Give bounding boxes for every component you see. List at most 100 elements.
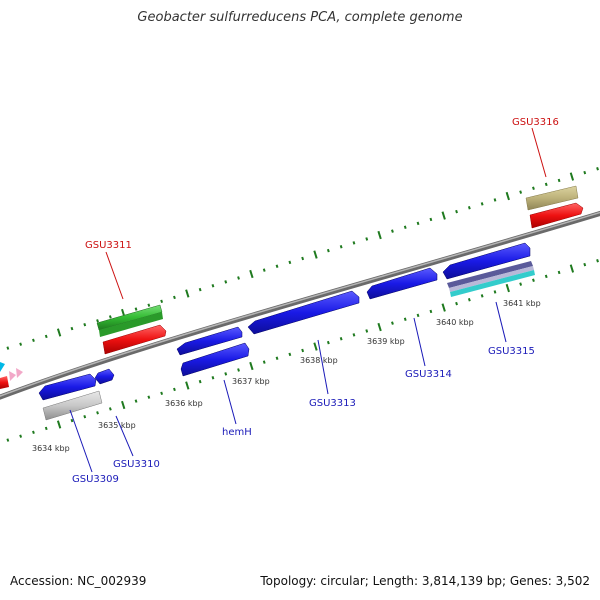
gene-GSU3313[interactable] — [247, 290, 360, 335]
lower-tick — [173, 387, 176, 392]
lower-tick — [339, 337, 343, 341]
lower-tick — [56, 420, 62, 429]
upper-tick — [249, 269, 254, 279]
lower-tick — [493, 290, 497, 294]
gene-GSU3315-upper[interactable] — [442, 242, 531, 280]
kbp-label-3639: 3639 kbp — [367, 337, 405, 346]
gene-GSU3315-stripes-light — [449, 266, 534, 292]
upper-tick — [429, 217, 433, 222]
gene-label-GSU3311[interactable]: GSU3311 — [85, 240, 132, 251]
upper-tick — [532, 186, 535, 190]
genome-backbone — [0, 210, 600, 400]
lower-tick — [365, 329, 369, 333]
upper-tick — [56, 328, 62, 337]
upper-tick — [288, 260, 292, 265]
kbp-label-3637: 3637 kbp — [232, 377, 270, 386]
upper-tick — [326, 248, 330, 253]
upper-tick — [211, 284, 215, 288]
lower-tick — [455, 301, 458, 306]
kbp-label-3641: 3641 kbp — [503, 299, 541, 308]
upper-tick — [224, 280, 228, 284]
lower-tick — [6, 438, 10, 442]
upper-tick — [391, 229, 394, 233]
upper-tick-row — [6, 167, 599, 350]
gene-hemH-upper[interactable] — [176, 326, 243, 356]
gene-GSU3311-green-lower — [99, 312, 163, 337]
kbp-label-3634: 3634 kbp — [32, 444, 70, 453]
lower-tick — [185, 381, 190, 390]
gene-label-GSU3314[interactable]: GSU3314 — [405, 369, 452, 380]
gene-partial-pink-1[interactable] — [9, 371, 16, 381]
upper-tick — [275, 264, 279, 268]
lower-tick — [352, 333, 356, 337]
upper-tick — [19, 342, 23, 346]
genome-backbone-highlight — [0, 211, 600, 397]
lower-tick — [416, 313, 420, 318]
leader-GSU3315 — [495, 301, 507, 343]
lower-tick — [237, 368, 240, 372]
upper-tick — [519, 190, 523, 194]
leader-GSU3313 — [317, 339, 329, 395]
lower-tick — [83, 414, 87, 419]
gene-GSU3310-small[interactable] — [94, 368, 115, 385]
lower-tick — [19, 434, 23, 438]
upper-tick — [262, 268, 266, 272]
lower-tick — [326, 340, 330, 345]
upper-tick — [377, 230, 382, 240]
gene-label-GSU3316[interactable]: GSU3316 — [512, 117, 559, 128]
upper-tick — [557, 178, 561, 183]
gene-partial-pink-2[interactable] — [16, 368, 23, 378]
lower-tick — [224, 372, 228, 376]
gene-partial-cyan-left[interactable] — [0, 362, 5, 372]
lower-tick — [134, 399, 138, 403]
leader-GSU3314 — [413, 317, 426, 367]
upper-tick — [198, 287, 202, 292]
lower-tick — [262, 360, 266, 364]
leader-hemH — [223, 379, 237, 425]
lower-tick — [569, 264, 575, 273]
gene-label-hemH[interactable]: hemH — [222, 427, 252, 438]
genome-title: Geobacter sulfurreducens PCA, complete g… — [137, 10, 463, 25]
lower-tick-row — [6, 259, 599, 442]
gene-GSU3316-red[interactable] — [529, 202, 584, 229]
upper-tick — [544, 182, 548, 187]
kbp-label-3638: 3638 kbp — [300, 356, 338, 365]
gene-GSU3310-gray[interactable] — [42, 390, 103, 421]
gene-label-GSU3309[interactable]: GSU3309 — [72, 474, 119, 485]
upper-tick — [352, 241, 356, 245]
gene-partial-red-left[interactable] — [0, 376, 9, 389]
upper-tick — [467, 206, 471, 210]
upper-tick — [416, 221, 420, 226]
gene-hemH[interactable] — [180, 342, 250, 377]
gene-GSU3314[interactable] — [366, 267, 438, 300]
upper-tick — [301, 256, 305, 261]
upper-tick — [403, 225, 407, 229]
lower-tick — [121, 400, 126, 410]
leader-GSU3316 — [531, 127, 547, 178]
lower-tick — [583, 262, 587, 267]
lower-tick — [70, 418, 74, 423]
kbp-label-3635: 3635 kbp — [98, 421, 136, 430]
gene-GSU3309[interactable] — [38, 373, 97, 401]
lower-tick — [198, 379, 202, 384]
genome-info-text: Topology: circular; Length: 3,814,139 bp… — [260, 574, 590, 588]
lower-tick — [96, 411, 99, 415]
gene-label-GSU3310[interactable]: GSU3310 — [113, 459, 160, 470]
gene-GSU3311-red[interactable] — [102, 324, 167, 355]
upper-tick — [480, 202, 484, 206]
lower-tick — [301, 348, 305, 353]
lower-tick — [32, 430, 35, 435]
gene-GSU3316-tan[interactable] — [525, 185, 579, 211]
upper-tick — [339, 245, 343, 249]
upper-tick — [365, 237, 369, 241]
lower-tick — [441, 303, 446, 312]
gene-label-GSU3313[interactable]: GSU3313 — [309, 398, 356, 409]
upper-tick — [134, 307, 138, 311]
upper-tick — [147, 303, 151, 307]
upper-tick — [569, 172, 575, 181]
gene-label-GSU3315[interactable]: GSU3315 — [488, 346, 535, 357]
upper-tick — [44, 334, 48, 339]
upper-tick — [70, 326, 74, 331]
lower-tick — [249, 361, 254, 371]
